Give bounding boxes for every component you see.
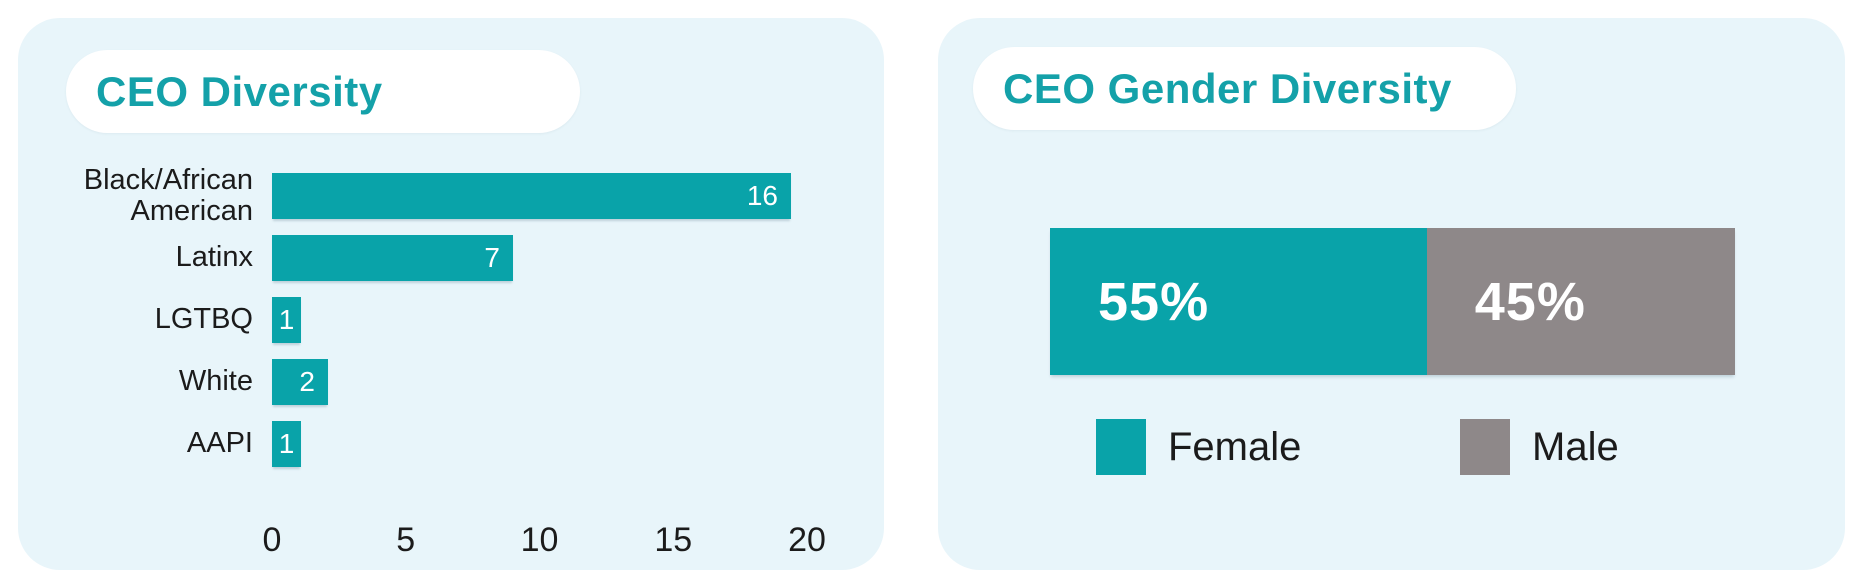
bar: 16	[272, 173, 791, 219]
chart-row: White 2	[18, 359, 884, 405]
x-axis-tick-label: 15	[654, 521, 693, 559]
bar-value-label: 16	[746, 180, 778, 211]
bar-value-label: 2	[299, 366, 315, 397]
bar: 7	[272, 235, 513, 281]
bar: 1	[272, 297, 301, 343]
ceo-gender-diversity-title-pill: CEO Gender Diversity	[973, 47, 1516, 130]
x-axis-tick-label: 5	[396, 521, 416, 559]
chart-row: AAPI 1	[18, 421, 884, 467]
ceo-diversity-title: CEO Diversity	[96, 67, 383, 115]
bar: 2	[272, 359, 328, 405]
legend-item-female: Female	[1096, 419, 1301, 475]
bar-segment-male: 45%	[1426, 228, 1735, 375]
ceo-diversity-panel: CEO Diversity Black/African American 16 La…	[18, 18, 884, 570]
category-label: Latinx	[175, 241, 253, 274]
ceo-diversity-title-pill: CEO Diversity	[66, 50, 580, 133]
chart-row: LGTBQ 1	[18, 297, 884, 343]
x-axis: 0 5 10 15 20	[263, 521, 826, 563]
gender-legend: Female Male	[938, 419, 1845, 479]
category-label: Black/African American	[83, 163, 253, 227]
category-label: AAPI	[186, 427, 253, 460]
legend-label: Male	[1532, 424, 1619, 469]
legend-item-male: Male	[1460, 419, 1619, 475]
bar-segment-female: 55%	[1050, 228, 1427, 375]
category-label: LGTBQ	[154, 303, 253, 336]
ceo-gender-diversity-title: CEO Gender Diversity	[1003, 64, 1452, 112]
chart-row: Black/African American 16	[18, 164, 884, 227]
bar-value-label: 1	[278, 304, 295, 335]
category-label: White	[178, 365, 253, 398]
bar-value-label: 1	[278, 428, 295, 459]
ceo-gender-diversity-panel: CEO Gender Diversity 55% 45% Female Male	[938, 18, 1845, 570]
legend-label: Female	[1168, 424, 1302, 469]
x-axis-tick-label: 10	[520, 521, 559, 559]
diversity-bar-rows: Black/African American 16 Latinx 7 LGTBQ 1 Whi…	[18, 164, 884, 467]
legend-swatch	[1460, 419, 1510, 475]
bar: 1	[272, 421, 301, 467]
legend-swatch	[1096, 419, 1146, 475]
gender-stacked-bar: 55% 45%	[1050, 228, 1735, 375]
bar-value-label: 7	[484, 242, 500, 273]
x-axis-tick-label: 0	[262, 521, 282, 559]
x-axis-tick-label: 20	[788, 521, 826, 559]
segment-value-label: 45%	[1474, 271, 1586, 332]
segment-value-label: 55%	[1098, 271, 1210, 332]
chart-row: Latinx 7	[18, 235, 884, 281]
